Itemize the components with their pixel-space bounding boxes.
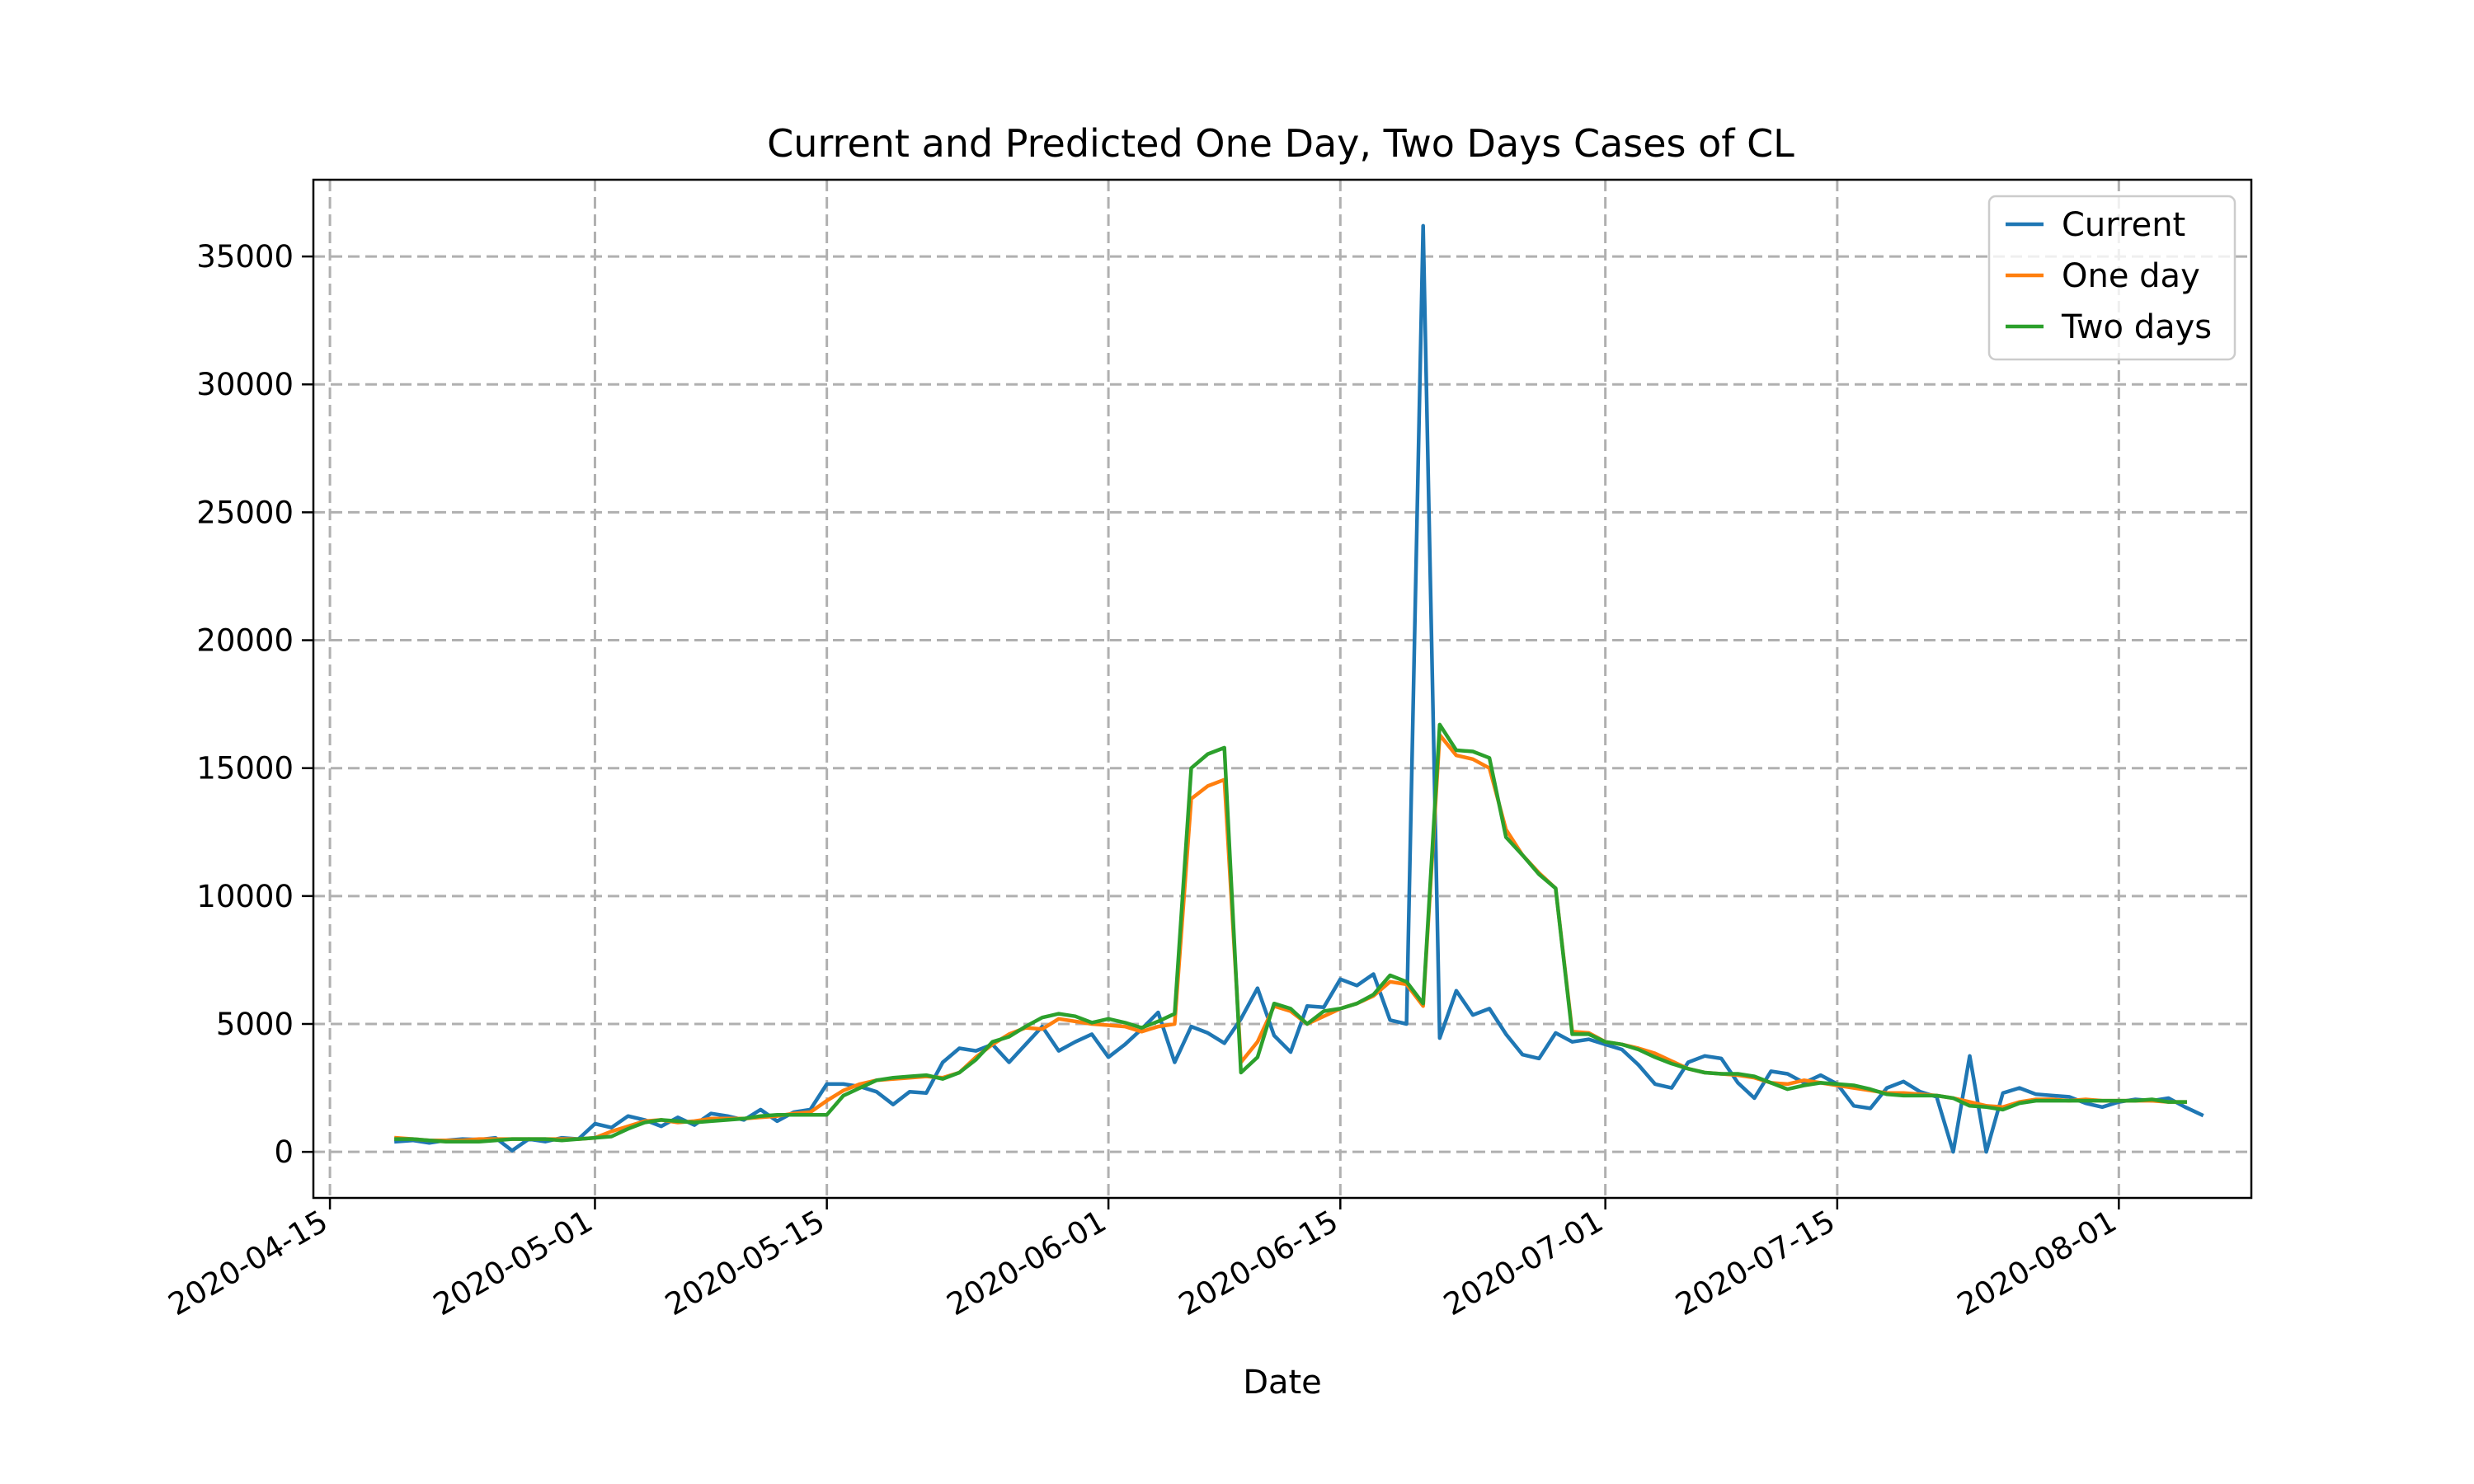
y-tick-label: 10000	[196, 879, 294, 914]
plot-area	[312, 178, 2253, 1200]
legend-label: Current	[2062, 206, 2185, 244]
y-tick-label: 30000	[196, 367, 294, 402]
chart-title: Current and Predicted One Day, Two Days …	[767, 121, 1794, 166]
legend: Current One day Two days	[1987, 195, 2236, 361]
y-tick-label: 35000	[196, 239, 294, 275]
y-tick-label: 5000	[216, 1007, 294, 1042]
y-tick-label: 20000	[196, 623, 294, 659]
y-tick-label: 15000	[196, 751, 294, 787]
y-axis: 0 5000 10000 15000 20000 25000 30000 35000	[196, 239, 313, 1170]
plot-frame	[312, 178, 2253, 1200]
legend-label: Two days	[2061, 308, 2212, 346]
y-tick-label: 0	[274, 1134, 294, 1170]
series-line-two-days	[394, 722, 2187, 1144]
y-tick-label: 25000	[196, 495, 294, 530]
x-axis-label: Date	[1243, 1364, 1322, 1402]
legend-frame	[1987, 195, 2236, 361]
series-layer	[393, 223, 2204, 1154]
gridlines	[313, 180, 2251, 1198]
plot-background	[313, 180, 2251, 1198]
legend-label: One day	[2062, 257, 2200, 295]
